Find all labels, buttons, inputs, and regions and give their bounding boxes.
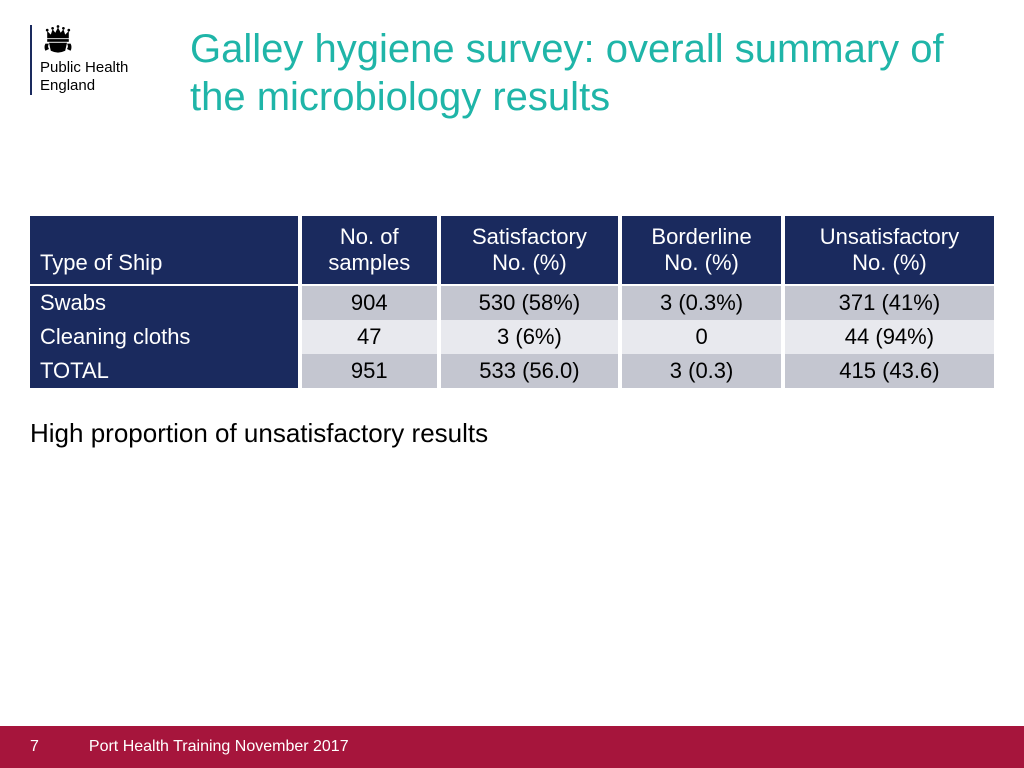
phe-logo: Public Health England (30, 25, 170, 95)
table-header-row: Type of Ship No. ofsamples SatisfactoryN… (30, 216, 994, 285)
cell: 3 (0.3) (620, 354, 783, 388)
col-header: No. ofsamples (300, 216, 439, 285)
cell: 3 (6%) (439, 320, 621, 354)
page-number: 7 (30, 738, 39, 756)
cell: 44 (94%) (783, 320, 994, 354)
row-label: Cleaning cloths (30, 320, 300, 354)
col-header: UnsatisfactoryNo. (%) (783, 216, 994, 285)
logo-text-line2: England (40, 77, 95, 95)
cell: 904 (300, 285, 439, 320)
crown-crest-icon (40, 25, 76, 55)
table-row: TOTAL 951 533 (56.0) 3 (0.3) 415 (43.6) (30, 354, 994, 388)
cell: 371 (41%) (783, 285, 994, 320)
summary-note: High proportion of unsatisfactory result… (0, 418, 1024, 449)
row-label: TOTAL (30, 354, 300, 388)
cell: 47 (300, 320, 439, 354)
header: Public Health England Galley hygiene sur… (0, 0, 1024, 121)
cell: 951 (300, 354, 439, 388)
results-table-wrap: Type of Ship No. ofsamples SatisfactoryN… (0, 216, 1024, 388)
slide-title: Galley hygiene survey: overall summary o… (190, 25, 994, 121)
col-header: Type of Ship (30, 216, 300, 285)
cell: 0 (620, 320, 783, 354)
cell: 533 (56.0) (439, 354, 621, 388)
results-table: Type of Ship No. ofsamples SatisfactoryN… (30, 216, 994, 388)
table-row: Cleaning cloths 47 3 (6%) 0 44 (94%) (30, 320, 994, 354)
col-header: BorderlineNo. (%) (620, 216, 783, 285)
col-header: SatisfactoryNo. (%) (439, 216, 621, 285)
footer-bar: 7 Port Health Training November 2017 (0, 726, 1024, 768)
cell: 3 (0.3%) (620, 285, 783, 320)
footer-text: Port Health Training November 2017 (89, 738, 349, 756)
logo-text-line1: Public Health (40, 59, 128, 77)
row-label: Swabs (30, 285, 300, 320)
table-row: Swabs 904 530 (58%) 3 (0.3%) 371 (41%) (30, 285, 994, 320)
cell: 415 (43.6) (783, 354, 994, 388)
cell: 530 (58%) (439, 285, 621, 320)
